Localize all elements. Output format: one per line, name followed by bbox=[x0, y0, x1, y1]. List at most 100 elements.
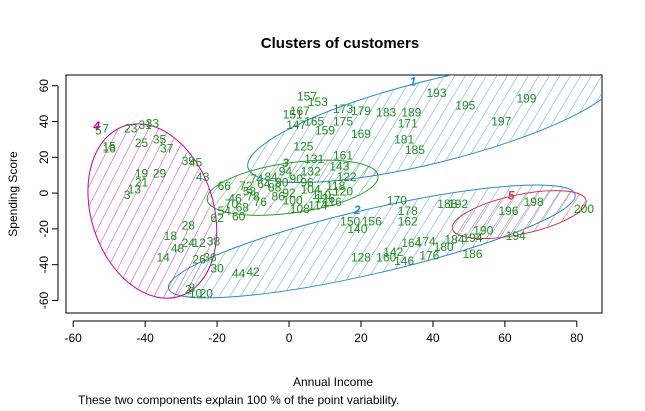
point-label: 80 bbox=[275, 175, 289, 189]
point-label: 15 bbox=[102, 140, 116, 154]
point-label: 30 bbox=[210, 261, 224, 275]
point-label: 31 bbox=[138, 118, 152, 132]
y-axis: -60 -40 -20 0 20 40 60 bbox=[37, 79, 59, 309]
point-label: 160 bbox=[376, 251, 396, 265]
point-label: 126 bbox=[315, 191, 335, 205]
point-label: 25 bbox=[135, 136, 149, 150]
point-label: 24 bbox=[182, 236, 196, 250]
point-label: 72 bbox=[239, 179, 253, 193]
point-label: 29 bbox=[153, 166, 167, 180]
point-label: 165 bbox=[304, 115, 324, 129]
cluster-ellipses bbox=[87, 75, 602, 299]
point-label: 181 bbox=[394, 132, 414, 146]
point-label: 76 bbox=[254, 195, 268, 209]
point-label: 66 bbox=[218, 179, 232, 193]
point-label: 12 bbox=[192, 236, 206, 250]
x-tick-label: 80 bbox=[570, 331, 584, 345]
point-label: 96 bbox=[300, 175, 314, 189]
y-axis-label: Spending Score bbox=[6, 151, 20, 237]
point-label: 44 bbox=[232, 267, 246, 281]
point-label: 33 bbox=[146, 116, 160, 130]
point-label: 170 bbox=[387, 193, 407, 207]
point-label: 192 bbox=[448, 197, 468, 211]
point-label: 20 bbox=[200, 286, 214, 300]
point-label: 104 bbox=[301, 183, 321, 197]
point-label: 26 bbox=[192, 252, 206, 266]
point-label: 45 bbox=[189, 156, 203, 170]
point-label: 180 bbox=[434, 240, 454, 254]
cluster-label-2: 2 bbox=[353, 203, 361, 217]
point-label: 162 bbox=[398, 215, 418, 229]
x-tick-label: 20 bbox=[354, 331, 368, 345]
point-label: 186 bbox=[462, 247, 482, 261]
point-label: 169 bbox=[351, 127, 371, 141]
plot-frame bbox=[65, 74, 603, 314]
point-label: 164 bbox=[401, 236, 421, 250]
cluster-ellipse-1 bbox=[247, 75, 602, 184]
point-label: 190 bbox=[473, 224, 493, 238]
point-label: 37 bbox=[160, 141, 174, 155]
point-label: 43 bbox=[196, 170, 210, 184]
point-label: 188 bbox=[437, 197, 457, 211]
point-label: 21 bbox=[135, 175, 149, 189]
point-label: 147 bbox=[286, 118, 306, 132]
point-label: 5 bbox=[95, 123, 102, 137]
point-label: 74 bbox=[250, 172, 264, 186]
cluster-label-4: 4 bbox=[92, 119, 100, 133]
point-label: 196 bbox=[498, 204, 518, 218]
point-label: 3 bbox=[124, 188, 131, 202]
point-label: 185 bbox=[405, 143, 425, 157]
point-label: 78 bbox=[246, 190, 260, 204]
point-label: 198 bbox=[524, 195, 544, 209]
point-label: 146 bbox=[394, 254, 414, 268]
point-label: 2 bbox=[185, 283, 192, 297]
point-label: 178 bbox=[398, 204, 418, 218]
y-tick-label: 40 bbox=[37, 115, 51, 129]
point-label: 156 bbox=[362, 215, 382, 229]
point-label: 48 bbox=[171, 242, 185, 256]
point-label: 62 bbox=[210, 211, 224, 225]
point-label: 161 bbox=[333, 149, 353, 163]
point-label: 175 bbox=[333, 115, 353, 129]
point-label: 157 bbox=[297, 89, 317, 103]
cluster-label-3: 3 bbox=[282, 156, 289, 170]
point-label: 195 bbox=[455, 98, 475, 112]
point-label: 23 bbox=[124, 122, 138, 136]
y-tick-label: 0 bbox=[37, 189, 51, 196]
point-label: 174 bbox=[416, 234, 436, 248]
point-label: 118 bbox=[326, 179, 345, 193]
point-label: 176 bbox=[419, 249, 439, 263]
point-label: 173 bbox=[333, 102, 353, 116]
cluster-ellipse-5 bbox=[451, 190, 587, 240]
point-label: 171 bbox=[398, 116, 418, 130]
point-label: 39 bbox=[182, 154, 196, 168]
x-tick-label: 40 bbox=[426, 331, 440, 345]
point-label: 70 bbox=[225, 197, 239, 211]
point-label: 92 bbox=[282, 186, 296, 200]
point-label: 86 bbox=[272, 190, 286, 204]
point-label: 10 bbox=[189, 286, 203, 300]
point-label: 36 bbox=[203, 251, 217, 265]
point-label: 151 bbox=[283, 107, 303, 121]
point-label: 60 bbox=[232, 209, 246, 223]
y-tick-label: -40 bbox=[37, 256, 51, 274]
point-label: 193 bbox=[427, 86, 447, 100]
point-label: 167 bbox=[290, 104, 310, 118]
point-label: 94 bbox=[279, 165, 293, 179]
y-tick-label: -60 bbox=[37, 291, 51, 309]
point-label: 108 bbox=[290, 202, 310, 216]
point-label: 28 bbox=[182, 218, 196, 232]
point-label: 16 bbox=[102, 141, 116, 155]
point-label: 68 bbox=[236, 200, 250, 214]
x-tick-label: -40 bbox=[136, 331, 154, 345]
point-label: 199 bbox=[516, 91, 536, 105]
point-label: 142 bbox=[383, 245, 403, 259]
chart-subtitle: These two components explain 100 % of th… bbox=[78, 393, 399, 407]
point-label: 128 bbox=[351, 251, 371, 265]
point-label: 140 bbox=[347, 222, 367, 236]
x-axis-label: Annual Income bbox=[293, 375, 373, 389]
point-label: 46 bbox=[228, 191, 242, 205]
